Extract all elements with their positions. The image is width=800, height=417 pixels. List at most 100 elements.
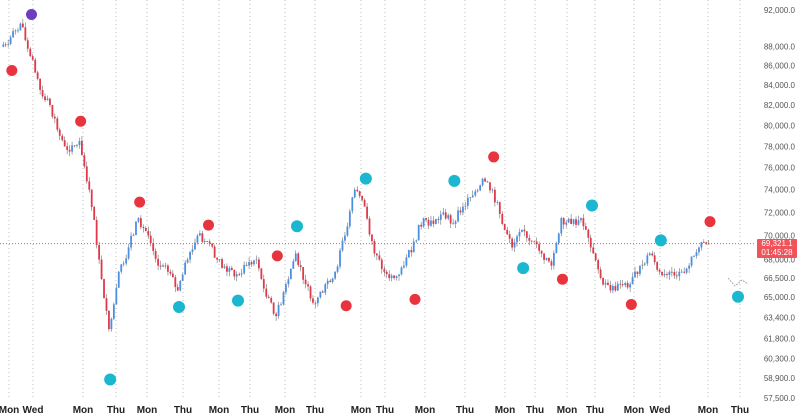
signal-marker[interactable] bbox=[232, 294, 244, 307]
signal-marker[interactable] bbox=[654, 234, 667, 247]
candle bbox=[555, 241, 558, 254]
candle bbox=[287, 276, 290, 288]
candle bbox=[565, 220, 568, 228]
candle bbox=[442, 207, 445, 216]
signal-marker[interactable] bbox=[203, 219, 214, 231]
candle bbox=[277, 301, 280, 319]
signal-marker[interactable] bbox=[104, 373, 117, 386]
signal-marker[interactable] bbox=[359, 172, 372, 185]
candle bbox=[275, 312, 278, 321]
signal-marker[interactable] bbox=[75, 115, 87, 127]
candle bbox=[95, 216, 98, 249]
candle bbox=[243, 261, 246, 275]
candle bbox=[383, 265, 386, 277]
candles bbox=[2, 18, 710, 332]
signal-marker[interactable] bbox=[625, 298, 637, 310]
candle bbox=[587, 228, 590, 243]
candle bbox=[257, 256, 260, 272]
signal-marker[interactable] bbox=[340, 300, 352, 312]
x-tick-label: Mon bbox=[624, 405, 645, 416]
candle bbox=[331, 277, 334, 284]
x-tick-label: Thu bbox=[241, 405, 259, 416]
signal-marker[interactable] bbox=[586, 199, 598, 212]
y-tick-label: 60,300.0 bbox=[764, 355, 796, 364]
candle bbox=[491, 188, 494, 193]
candle bbox=[437, 216, 440, 224]
candle bbox=[253, 259, 255, 267]
candle bbox=[427, 217, 430, 230]
candle bbox=[705, 241, 708, 245]
signal-marker[interactable] bbox=[26, 8, 37, 20]
signal-marker[interactable] bbox=[173, 301, 185, 314]
signal-marker[interactable] bbox=[704, 216, 716, 228]
candle bbox=[498, 201, 501, 219]
candle bbox=[403, 260, 405, 269]
candle bbox=[117, 270, 120, 288]
signal-marker[interactable] bbox=[271, 250, 283, 262]
candle bbox=[181, 273, 184, 281]
candle bbox=[614, 281, 617, 292]
candle bbox=[105, 294, 108, 316]
candle bbox=[380, 257, 383, 274]
signal-marker[interactable] bbox=[557, 273, 568, 285]
y-tick-label: 74,000.0 bbox=[764, 186, 796, 195]
candle bbox=[597, 258, 600, 274]
x-tick-label: Mon bbox=[415, 405, 436, 416]
candle bbox=[636, 271, 639, 278]
signal-marker[interactable] bbox=[409, 293, 421, 305]
candle bbox=[66, 142, 69, 155]
signal-marker[interactable] bbox=[291, 220, 303, 233]
candle bbox=[100, 255, 103, 280]
candle bbox=[304, 274, 307, 289]
candle bbox=[139, 215, 142, 230]
candle bbox=[108, 310, 110, 332]
candle bbox=[39, 78, 42, 95]
candle bbox=[523, 224, 526, 237]
candle bbox=[184, 260, 187, 275]
candle bbox=[230, 265, 233, 271]
candle bbox=[46, 95, 49, 101]
x-tick-label: Thu bbox=[174, 405, 192, 416]
signal-marker[interactable] bbox=[134, 196, 146, 208]
candle bbox=[466, 193, 469, 210]
x-tick-label: Mon bbox=[73, 405, 94, 416]
y-tick-label: 63,400.0 bbox=[764, 313, 796, 322]
candle bbox=[481, 177, 484, 187]
signal-marker[interactable] bbox=[732, 290, 744, 303]
time-axis[interactable]: Mon Wed Mon Thu Mon Thu Mon Thu Mon Thu Mon Thu Mon T… bbox=[0, 405, 749, 416]
candle bbox=[459, 206, 462, 216]
candle bbox=[670, 266, 673, 277]
candle bbox=[233, 269, 236, 281]
signal-marker[interactable] bbox=[448, 174, 461, 187]
candle bbox=[511, 236, 514, 251]
candle bbox=[666, 271, 668, 279]
candle bbox=[63, 136, 66, 147]
candle bbox=[493, 186, 496, 207]
candle bbox=[196, 233, 199, 245]
candle bbox=[641, 259, 644, 270]
candle bbox=[201, 230, 204, 244]
candle bbox=[604, 279, 607, 289]
candle bbox=[309, 284, 312, 302]
candle bbox=[548, 257, 550, 263]
candle bbox=[540, 250, 543, 258]
price-axis[interactable]: 92,000.0 88,000.0 86,000.0 84,000.0 82,000.0… bbox=[764, 6, 796, 403]
signal-marker[interactable] bbox=[517, 262, 530, 275]
candle bbox=[444, 209, 447, 220]
candle bbox=[235, 271, 238, 282]
x-tick-label: Thu bbox=[456, 405, 474, 416]
candle bbox=[646, 252, 649, 266]
candle bbox=[144, 225, 147, 232]
candle bbox=[371, 234, 373, 245]
candle bbox=[353, 187, 356, 199]
candle bbox=[213, 244, 216, 258]
signal-marker[interactable] bbox=[488, 151, 500, 163]
candle bbox=[678, 268, 681, 281]
candle bbox=[186, 257, 189, 264]
x-tick-label: Thu bbox=[731, 405, 749, 416]
candle bbox=[683, 267, 686, 274]
candle bbox=[616, 281, 619, 291]
candle bbox=[24, 22, 27, 42]
signal-marker[interactable] bbox=[6, 64, 18, 76]
